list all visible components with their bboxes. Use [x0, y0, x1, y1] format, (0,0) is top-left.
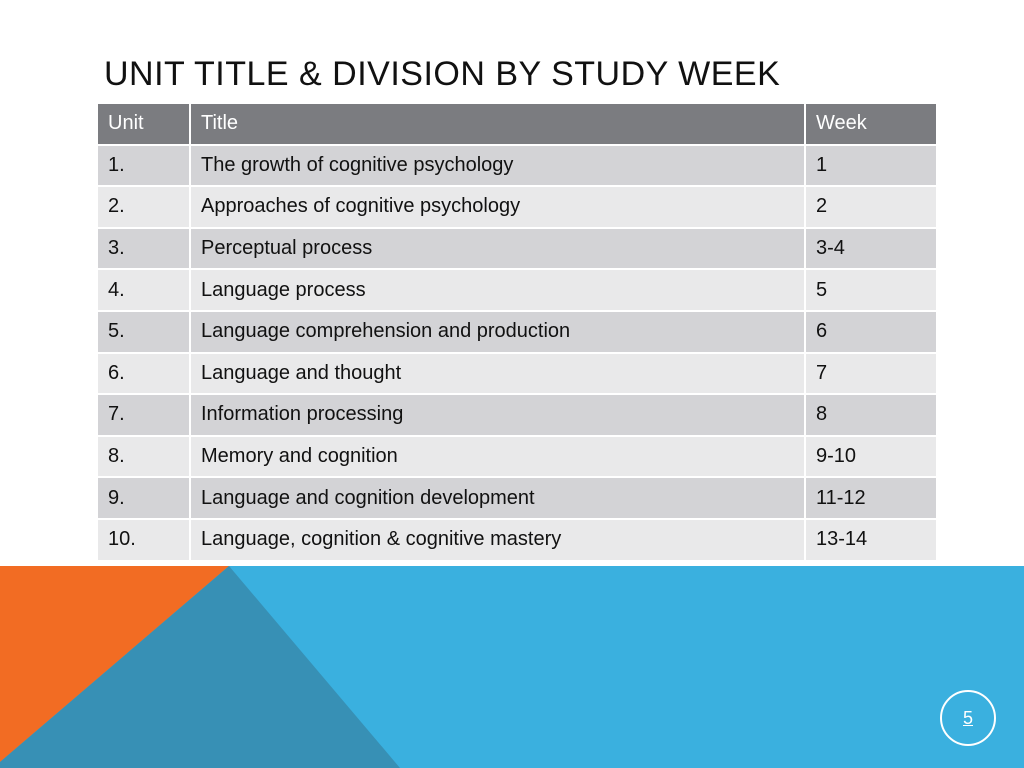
- table-row: 2. Approaches of cognitive psychology 2: [96, 185, 938, 229]
- cell-unit: 4.: [96, 268, 191, 312]
- table-row: 7. Information processing 8: [96, 393, 938, 437]
- table-row: 9. Language and cognition development 11…: [96, 476, 938, 520]
- cell-unit: 5.: [96, 309, 191, 354]
- cell-week: 8: [804, 393, 938, 437]
- cell-title: Information processing: [189, 393, 806, 437]
- footer-decoration: [0, 566, 1024, 768]
- table-row: 10. Language, cognition & cognitive mast…: [96, 517, 938, 562]
- cell-week: 2: [804, 185, 938, 229]
- header-title: Title: [189, 102, 806, 146]
- table-row: 3. Perceptual process 3-4: [96, 226, 938, 271]
- table-row: 4. Language process 5: [96, 268, 938, 312]
- cell-title: Language, cognition & cognitive mastery: [189, 517, 806, 562]
- footer-teal-triangle: [0, 566, 400, 768]
- cell-week: 5: [804, 268, 938, 312]
- table-row: 1. The growth of cognitive psychology 1: [96, 143, 938, 188]
- page-number[interactable]: 5: [962, 707, 973, 728]
- table-row: 6. Language and thought 7: [96, 351, 938, 396]
- cell-title: The growth of cognitive psychology: [189, 143, 806, 188]
- cell-unit: 10.: [96, 517, 191, 562]
- cell-title: Memory and cognition: [189, 434, 806, 479]
- cell-unit: 1.: [96, 143, 191, 188]
- slide-title: UNIT TITLE & DIVISION BY STUDY WEEK: [104, 55, 781, 93]
- cell-title: Approaches of cognitive psychology: [189, 185, 806, 229]
- cell-unit: 7.: [96, 393, 191, 437]
- cell-week: 7: [804, 351, 938, 396]
- cell-title: Language and thought: [189, 351, 806, 396]
- cell-unit: 9.: [96, 476, 191, 520]
- units-table: Unit Title Week 1. The growth of cogniti…: [96, 102, 938, 562]
- header-unit: Unit: [96, 102, 191, 146]
- cell-unit: 3.: [96, 226, 191, 271]
- cell-week: 3-4: [804, 226, 938, 271]
- cell-title: Perceptual process: [189, 226, 806, 271]
- cell-unit: 2.: [96, 185, 191, 229]
- cell-unit: 6.: [96, 351, 191, 396]
- cell-week: 13-14: [804, 517, 938, 562]
- cell-title: Language and cognition development: [189, 476, 806, 520]
- cell-title: Language comprehension and production: [189, 309, 806, 354]
- page-number-badge[interactable]: 5: [940, 690, 996, 746]
- table-row: 8. Memory and cognition 9-10: [96, 434, 938, 479]
- cell-week: 1: [804, 143, 938, 188]
- cell-title: Language process: [189, 268, 806, 312]
- cell-week: 9-10: [804, 434, 938, 479]
- cell-unit: 8.: [96, 434, 191, 479]
- header-week: Week: [804, 102, 938, 146]
- cell-week: 6: [804, 309, 938, 354]
- table-row: 5. Language comprehension and production…: [96, 309, 938, 354]
- cell-week: 11-12: [804, 476, 938, 520]
- table-header-row: Unit Title Week: [96, 102, 938, 146]
